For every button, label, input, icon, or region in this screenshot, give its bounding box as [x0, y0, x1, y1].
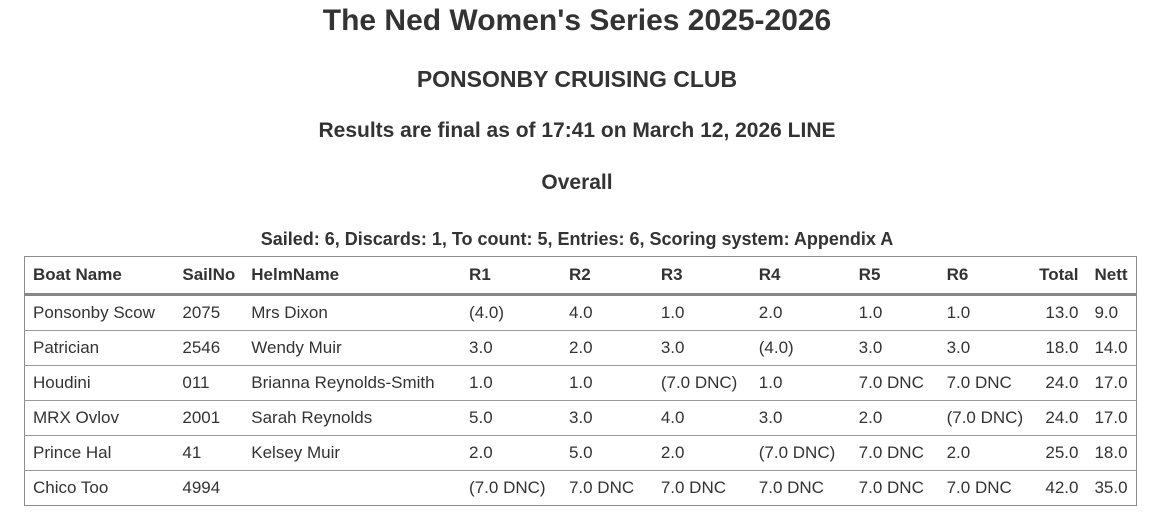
- boat-name-cell: Ponsonby Scow: [24, 294, 175, 331]
- column-header-r1: R1: [461, 256, 561, 296]
- race-cell: 3.0: [652, 330, 751, 366]
- results-table: Boat Name SailNo HelmName R1 R2 R3 R4 R5 R6 Total…: [24, 256, 1137, 506]
- race-cell: 7.0 DNC: [850, 435, 939, 471]
- total-cell: 42.0: [1045, 478, 1079, 497]
- table-row: Chico Too 4994 (7.0 DNC) 7.0 DNC 7.0 DNC 7.0 …: [25, 471, 1137, 506]
- race-cell: 2.0: [560, 330, 653, 366]
- race-cell: (4.0): [750, 330, 851, 366]
- table-row: MRX Ovlov 2001 Sarah Reynolds 5.0 3.0 4.0 3.0 2…: [24, 400, 1137, 436]
- helm-cell: [243, 471, 461, 506]
- race-cell: (4.0): [461, 294, 561, 331]
- race-cell: (7.0 DNC): [652, 365, 751, 401]
- column-header-sailno: SailNo: [174, 256, 244, 296]
- boat-name-cell: Prince Hal: [24, 435, 175, 471]
- race-cell: 5.0: [461, 400, 561, 436]
- boat-name-cell: Chico Too: [33, 478, 109, 497]
- helm-cell: Kelsey Muir: [243, 435, 462, 471]
- nett-cell: 9.0: [1086, 294, 1137, 331]
- race-cell: 3.0: [750, 400, 851, 436]
- status-line: Results are final as of 17:41 on March 1…: [318, 119, 836, 142]
- race-cell: 4.0: [652, 400, 751, 436]
- race-cell: 3.0: [461, 330, 561, 366]
- column-header-r6: R6: [938, 256, 1032, 296]
- race-cell: 7.0 DNC: [758, 478, 824, 497]
- column-header-nett: Nett: [1086, 256, 1137, 296]
- race-cell: (7.0 DNC): [469, 478, 546, 497]
- club-name: PONSONBY CRUISING CLUB: [416, 66, 738, 92]
- table-body: Ponsonby Scow 2075 Mrs Dixon (4.0) 4.0 1.0 2.0…: [24, 294, 1137, 506]
- race-cell: 2.0: [652, 435, 751, 471]
- race-cell: 1.0: [652, 294, 751, 331]
- table-row: Prince Hal 41 Kelsey Muir 2.0 5.0 2.0 (7.0 DNC…: [24, 435, 1137, 471]
- sailno-cell: 011: [174, 365, 244, 401]
- race-cell: 1.0: [938, 294, 1032, 331]
- table-row: Houdini 011 Brianna Reynolds-Smith 1.0 1.0 (7…: [24, 365, 1137, 401]
- nett-cell: 17.0: [1086, 365, 1137, 401]
- sailno-cell: 4994: [182, 478, 221, 497]
- race-cell: 7.0 DNC: [850, 365, 939, 401]
- race-cell: (7.0 DNC): [750, 435, 851, 471]
- race-cell: 2.0: [461, 435, 561, 471]
- race-cell: 2.0: [938, 435, 1032, 471]
- column-header-helm-name: HelmName: [243, 256, 462, 296]
- helm-cell: Mrs Dixon: [243, 294, 462, 331]
- race-cell: 1.0: [461, 365, 561, 401]
- race-cell: 5.0: [560, 435, 653, 471]
- race-cell: 3.0: [560, 400, 653, 436]
- sailno-cell: 2546: [174, 330, 244, 366]
- nett-cell: 18.0: [1086, 435, 1137, 471]
- total-cell: 13.0: [1031, 294, 1087, 331]
- series-summary: Sailed: 6, Discards: 1, To count: 5, Ent…: [260, 229, 894, 249]
- race-cell: 1.0: [850, 294, 939, 331]
- boat-name-cell: MRX Ovlov: [24, 400, 175, 436]
- page-title: The Ned Women's Series 2025-2026: [322, 4, 832, 37]
- table-row: Ponsonby Scow 2075 Mrs Dixon (4.0) 4.0 1.0 2.0…: [24, 294, 1137, 331]
- column-header-r3: R3: [652, 256, 751, 296]
- sailno-cell: 41: [174, 435, 244, 471]
- total-cell: 24.0: [1031, 365, 1087, 401]
- helm-cell: Wendy Muir: [243, 330, 462, 366]
- race-cell: 3.0: [850, 330, 939, 366]
- table-header-row: Boat Name SailNo HelmName R1 R2 R3 R4 R5 R6 Total…: [24, 256, 1137, 296]
- total-cell: 18.0: [1031, 330, 1087, 366]
- column-header-r4: R4: [750, 256, 851, 296]
- sailno-cell: 2075: [174, 294, 244, 331]
- nett-cell: 14.0: [1086, 330, 1137, 366]
- table-row: Patrician 2546 Wendy Muir 3.0 2.0 3.0 (4.0) 3.0…: [24, 330, 1137, 366]
- race-cell: 7.0 DNC: [946, 478, 1012, 497]
- helm-cell: Sarah Reynolds: [243, 400, 462, 436]
- race-cell: 3.0: [938, 330, 1032, 366]
- helm-cell: Brianna Reynolds-Smith: [243, 365, 462, 401]
- sailno-cell: 2001: [174, 400, 244, 436]
- race-cell: 7.0 DNC: [938, 365, 1032, 401]
- race-cell: 4.0: [560, 294, 653, 331]
- column-header-r5: R5: [850, 256, 939, 296]
- race-cell: 2.0: [850, 400, 939, 436]
- section-title: Overall: [541, 171, 613, 194]
- race-cell: 2.0: [750, 294, 851, 331]
- total-cell: 25.0: [1031, 435, 1087, 471]
- column-header-r2: R2: [560, 256, 653, 296]
- nett-cell: 35.0: [1094, 478, 1128, 497]
- boat-name-cell: Patrician: [24, 330, 175, 366]
- race-cell: 7.0 DNC: [568, 478, 635, 497]
- total-cell: 24.0: [1031, 400, 1087, 436]
- boat-name-cell: Houdini: [24, 365, 175, 401]
- race-cell: (7.0 DNC): [938, 400, 1032, 436]
- race-cell: 1.0: [560, 365, 653, 401]
- column-header-boat-name: Boat Name: [24, 256, 175, 296]
- race-cell: 1.0: [750, 365, 851, 401]
- column-header-total: Total: [1031, 256, 1087, 296]
- nett-cell: 17.0: [1086, 400, 1137, 436]
- race-cell: 7.0 DNC: [858, 478, 924, 497]
- race-cell: 7.0 DNC: [660, 478, 727, 497]
